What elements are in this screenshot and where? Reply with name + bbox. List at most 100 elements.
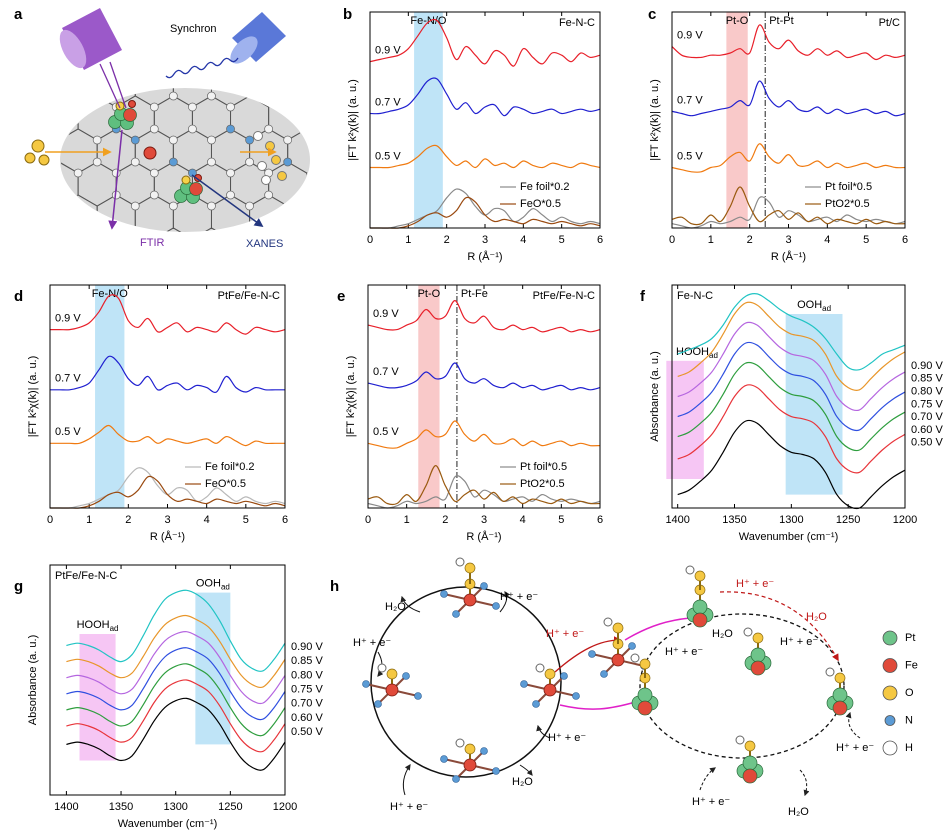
atom: [207, 157, 216, 167]
x-tick-label: 5: [558, 514, 564, 526]
y-axis-label: |FT k²χ(k)| (a. u.): [345, 356, 357, 438]
label: H⁺ + e⁻: [353, 637, 391, 649]
band-label-text: Fe-N/O: [92, 288, 129, 300]
atom: [149, 102, 159, 112]
label: H⁺ + e⁻: [836, 742, 874, 754]
x-tick-label: 2: [444, 234, 450, 246]
series-label: 0.9 V: [373, 308, 399, 320]
band-label-sub: ad: [709, 351, 718, 360]
label: H⁺ + e⁻: [390, 801, 428, 813]
atom: [264, 124, 273, 134]
fe-atom: [543, 683, 557, 697]
atom: [92, 157, 102, 167]
series-line: [50, 475, 286, 509]
hexagon: [191, 227, 232, 232]
n-atom: [452, 610, 460, 618]
series-line: [66, 697, 286, 771]
band-label-text: HOOH: [676, 346, 709, 358]
x-axis-label: Wavenumber (cm⁻¹): [739, 531, 839, 543]
atom: [261, 175, 271, 185]
x-tick-label: 0: [367, 234, 373, 246]
atom: [149, 168, 159, 178]
hexagon: [0, 129, 21, 173]
hexagon: [306, 161, 309, 207]
atom: [226, 190, 235, 200]
legend-swatch: [882, 740, 898, 756]
atom: [169, 201, 178, 211]
n-atom: [628, 642, 636, 650]
atom: [750, 660, 766, 676]
arrow: [536, 724, 551, 739]
hexagon: [135, 261, 173, 305]
band: [195, 592, 231, 745]
x-tick-label: 5: [559, 234, 565, 246]
n-atom: [572, 692, 580, 700]
n-atom: [402, 672, 410, 680]
arrow: [499, 590, 511, 613]
band-label-text: OOH: [797, 299, 822, 311]
label: H₂O: [806, 611, 827, 623]
series-line: [66, 614, 286, 689]
band: [785, 313, 843, 495]
h-atom: [630, 653, 640, 663]
hexagon: [2, 228, 40, 272]
molecules: [362, 557, 854, 784]
hexagon: [307, 30, 345, 74]
hexagon: [306, 95, 309, 141]
legend-label: 0.75 V: [911, 398, 943, 410]
atom: [188, 124, 197, 134]
atom: [128, 100, 136, 108]
legend-label: 0.50 V: [291, 726, 323, 738]
panel-h: H₂O H⁺ + e⁻ H⁺ + e⁻ H⁺ + e⁻ H⁺ + e⁻ H₂O H⁺ + e…: [353, 557, 918, 818]
atom: [149, 190, 159, 200]
label: H⁺ + e⁻: [548, 732, 586, 744]
arrow: [799, 769, 810, 797]
series-label: 0.9 V: [375, 45, 401, 57]
atom: [207, 201, 216, 211]
series-line: [50, 424, 285, 447]
series-label: 0.9 V: [677, 29, 703, 41]
arrow: [845, 711, 861, 739]
n-atom: [440, 755, 448, 763]
series-line: [677, 419, 906, 510]
atom: [245, 157, 254, 167]
atom: [130, 135, 140, 145]
hexagon: [61, 227, 79, 232]
panel-label: a: [14, 6, 23, 23]
o-atom: [834, 672, 846, 684]
series-line: [370, 196, 601, 229]
x-tick-label: 1: [405, 234, 411, 246]
legend-label: 0.70 V: [291, 698, 323, 710]
series-line: [367, 475, 601, 509]
series-line: [671, 24, 906, 61]
atom: [92, 135, 102, 145]
x-tick-label: 1400: [54, 801, 78, 813]
hexagon: [116, 30, 154, 74]
arrow: [402, 764, 411, 796]
hexagon: [115, 227, 155, 232]
y-axis-label: Absorbance (a. u.): [27, 635, 39, 726]
x-tick-label: 2: [125, 514, 131, 526]
legend-label: FeO*0.5: [520, 198, 561, 210]
band: [95, 285, 125, 508]
hexagon: [268, 227, 308, 232]
label: H⁺ + e⁻: [546, 628, 584, 640]
x-tick-label: 1250: [218, 801, 242, 813]
atom: [169, 157, 178, 167]
band: [726, 12, 748, 228]
label: H⁺ + e⁻: [780, 636, 818, 648]
panel-label: c: [648, 6, 656, 23]
x-tick-label: 0: [365, 514, 371, 526]
atom: [637, 687, 653, 703]
legend-label: 0.80 V: [911, 386, 943, 398]
n-atom: [374, 700, 382, 708]
h-atom: [685, 565, 695, 575]
plot-frame: [369, 11, 601, 229]
arrow: [699, 767, 716, 791]
hexagon: [2, 96, 40, 140]
atom: [283, 157, 293, 167]
h-atom: [743, 627, 753, 637]
hexagon: [306, 227, 309, 232]
hexagon: [173, 261, 211, 305]
